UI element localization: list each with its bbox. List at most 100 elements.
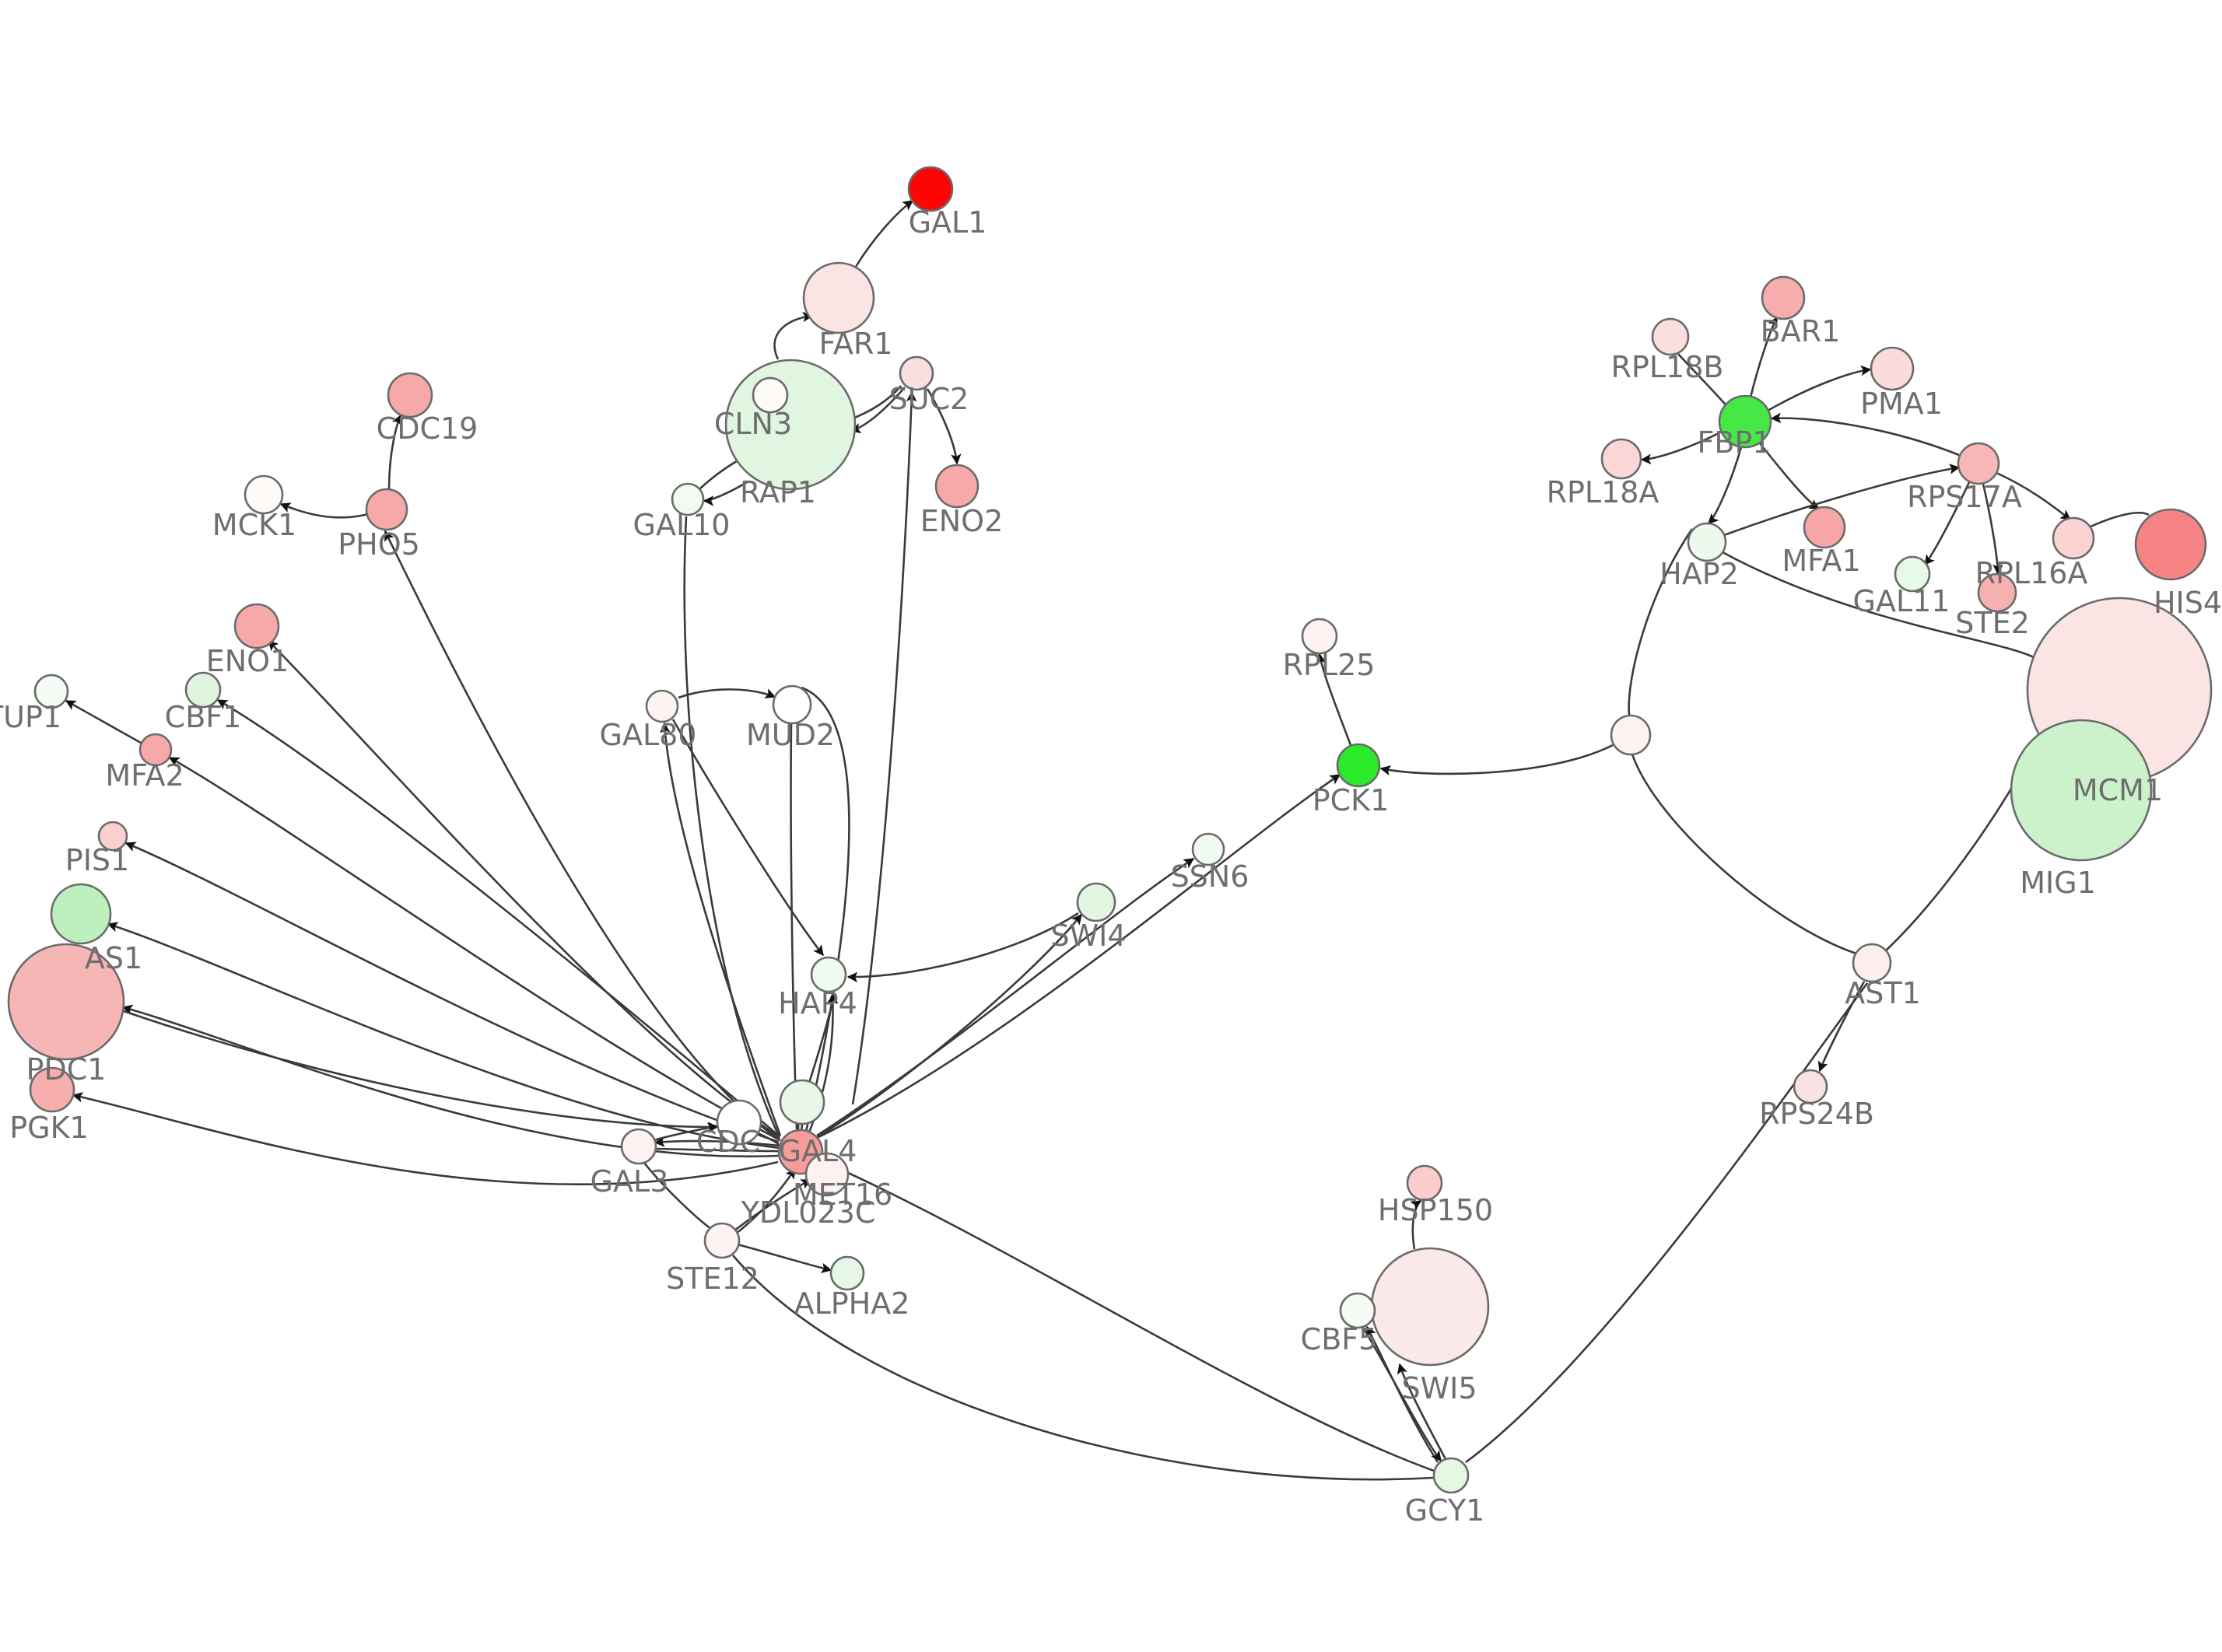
gene-node-pdc1[interactable] — [7, 943, 125, 1061]
gene-label-mck1: MCK1 — [212, 508, 296, 542]
gene-label-mfa1: MFA1 — [1782, 544, 1860, 578]
edge-gal4-to-pis1 — [124, 842, 780, 1143]
gene-label-met16: MET16 — [793, 1178, 892, 1212]
gene-node-pma1[interactable] — [1870, 346, 1915, 391]
gene-node-rap1[interactable] — [752, 376, 789, 414]
gene-node-rpl16a[interactable] — [2052, 516, 2095, 560]
gene-node-mck1[interactable] — [244, 474, 284, 515]
gene-node-gal11[interactable] — [1894, 555, 1931, 593]
gene-node-mud2[interactable] — [772, 684, 812, 725]
node-layer — [7, 166, 2213, 1494]
edge-suc2-to-cln3 — [850, 387, 906, 434]
gene-node-ydl023c[interactable] — [804, 1152, 850, 1197]
gene-label-suc2: SUC2 — [889, 382, 969, 416]
gene-node-pis1[interactable] — [97, 821, 128, 852]
gene-label-gal11: GAL11 — [1853, 584, 1950, 618]
gene-label-mig1: MIG1 — [2020, 866, 2096, 900]
gene-node-mfa1[interactable] — [1803, 506, 1846, 549]
gene-node-gal10[interactable] — [671, 482, 705, 516]
gene-label-swi5: SWI5 — [1401, 1371, 1477, 1405]
gene-node-gcy1[interactable] — [1432, 1457, 1470, 1494]
edge-gal4-to-gcy1 — [820, 1159, 1435, 1472]
edge-fbp1-to-hap2 — [1708, 446, 1743, 524]
edge-far1-to-gal1 — [854, 199, 914, 268]
edge-gal4-to-ssn6 — [816, 857, 1195, 1137]
gene-node-eno1[interactable] — [233, 603, 280, 649]
gene-node-mig1[interactable] — [2010, 719, 2153, 862]
gene-label-rpl16a: RPL16A — [1975, 556, 2088, 590]
edge-cln3-to-far1 — [773, 311, 814, 360]
gene-node-rps24b[interactable] — [1793, 1069, 1828, 1104]
gene-node-fbp1[interactable] — [1718, 394, 1772, 449]
gene-label-cbf1: CBF1 — [165, 700, 242, 734]
edge-gcy1-to-ast1 — [1465, 982, 1869, 1464]
edge-gal10-to-gal4 — [683, 516, 781, 1139]
edge-hap2-to-rps17a — [1723, 464, 1961, 537]
edge-gal3-to-gal4 — [655, 1147, 780, 1153]
gene-node-node_unlabeled[interactable] — [1610, 714, 1652, 756]
edge-ste12-to-gal4 — [735, 1167, 797, 1235]
gene-label-tup1: TUP1 — [0, 700, 61, 734]
gene-node-ast1[interactable] — [1852, 943, 1892, 983]
gene-node-suc2[interactable] — [899, 355, 934, 391]
gene-node-pck1[interactable] — [1336, 743, 1381, 788]
edge-rpl18b-to-fbp1 — [1677, 353, 1729, 408]
gene-node-met16[interactable] — [779, 1079, 825, 1125]
edge-gcy1-to-swi5 — [1397, 1363, 1447, 1460]
gene-node-cdc[interactable] — [716, 1099, 762, 1146]
gene-node-swi5[interactable] — [1370, 1247, 1490, 1367]
edge-node_unlabeled-to-ast1 — [1631, 754, 1857, 955]
gene-node-rpl18b[interactable] — [1651, 317, 1690, 356]
gene-node-rpl18a[interactable] — [1600, 438, 1642, 480]
edge-pck1-to-rpl25 — [1316, 653, 1352, 746]
gene-node-swi4[interactable] — [1076, 882, 1116, 922]
gene-node-mfa2[interactable] — [138, 733, 173, 767]
gene-node-tup1[interactable] — [33, 674, 69, 709]
gene-label-gal4: GAL4 — [779, 1134, 857, 1168]
gene-node-gal3[interactable] — [620, 1128, 657, 1165]
gene-node-hap4[interactable] — [810, 956, 847, 993]
edge-pho5-to-cdc19 — [387, 414, 402, 491]
edge-fbp1-to-rpl18a — [1640, 430, 1723, 465]
gene-node-gas1[interactable] — [50, 883, 112, 945]
gene-node-alpha2[interactable] — [829, 1255, 865, 1291]
gene-label-cln3: CLN3 — [714, 407, 792, 441]
gene-label-mud2: MUD2 — [746, 718, 835, 752]
gene-node-bar1[interactable] — [1761, 275, 1806, 320]
edge-rap1-to-suc2 — [851, 390, 917, 1105]
gene-node-eno2[interactable] — [934, 464, 980, 509]
gene-node-cbf1[interactable] — [184, 671, 222, 709]
gene-node-gal1[interactable] — [907, 166, 954, 212]
gene-label-rpl18a: RPL18A — [1547, 475, 1659, 509]
gene-node-rpl25[interactable] — [1301, 618, 1338, 655]
gene-node-his4[interactable] — [2134, 508, 2207, 581]
gene-node-pho5[interactable] — [365, 488, 408, 531]
gene-label-pis1: PIS1 — [65, 843, 129, 877]
gene-node-cdc19[interactable] — [387, 372, 433, 418]
gene-node-hap2[interactable] — [1687, 522, 1727, 562]
edge-gal4-to-gal80 — [660, 722, 782, 1136]
gene-node-ssn6[interactable] — [1191, 832, 1225, 866]
edge-ste12-to-ydl023c — [734, 1178, 812, 1232]
gene-label-hap4: HAP4 — [778, 986, 857, 1020]
edge-swi4-to-hap4 — [846, 912, 1079, 983]
gene-node-ste12[interactable] — [703, 1222, 741, 1259]
edge-gal4-to-swi4 — [815, 913, 1083, 1140]
gene-node-gal80[interactable] — [645, 689, 679, 723]
gene-label-ast1: AST1 — [1845, 976, 1921, 1010]
edge-ste12-to-alpha2 — [737, 1243, 832, 1274]
gene-node-far1[interactable] — [802, 261, 875, 334]
gene-label-gal80: GAL80 — [600, 718, 697, 752]
edge-gal4-to-gas1 — [107, 922, 780, 1150]
gene-node-pgk1[interactable] — [29, 1066, 75, 1113]
gene-label-alpha2: ALPHA2 — [794, 1286, 910, 1321]
gene-node-hsp150[interactable] — [1406, 1164, 1443, 1202]
gene-node-cbf5[interactable] — [1339, 1292, 1376, 1329]
gene-label-rpl18b: RPL18B — [1611, 350, 1724, 384]
gene-node-rps17a[interactable] — [1957, 442, 2000, 485]
edge-gal80-to-mud2 — [678, 688, 776, 699]
gene-node-ste2[interactable] — [1977, 572, 2017, 613]
gene-label-ste12: STE12 — [666, 1262, 759, 1296]
edge-rps17a-to-fbp1 — [1770, 412, 1960, 457]
